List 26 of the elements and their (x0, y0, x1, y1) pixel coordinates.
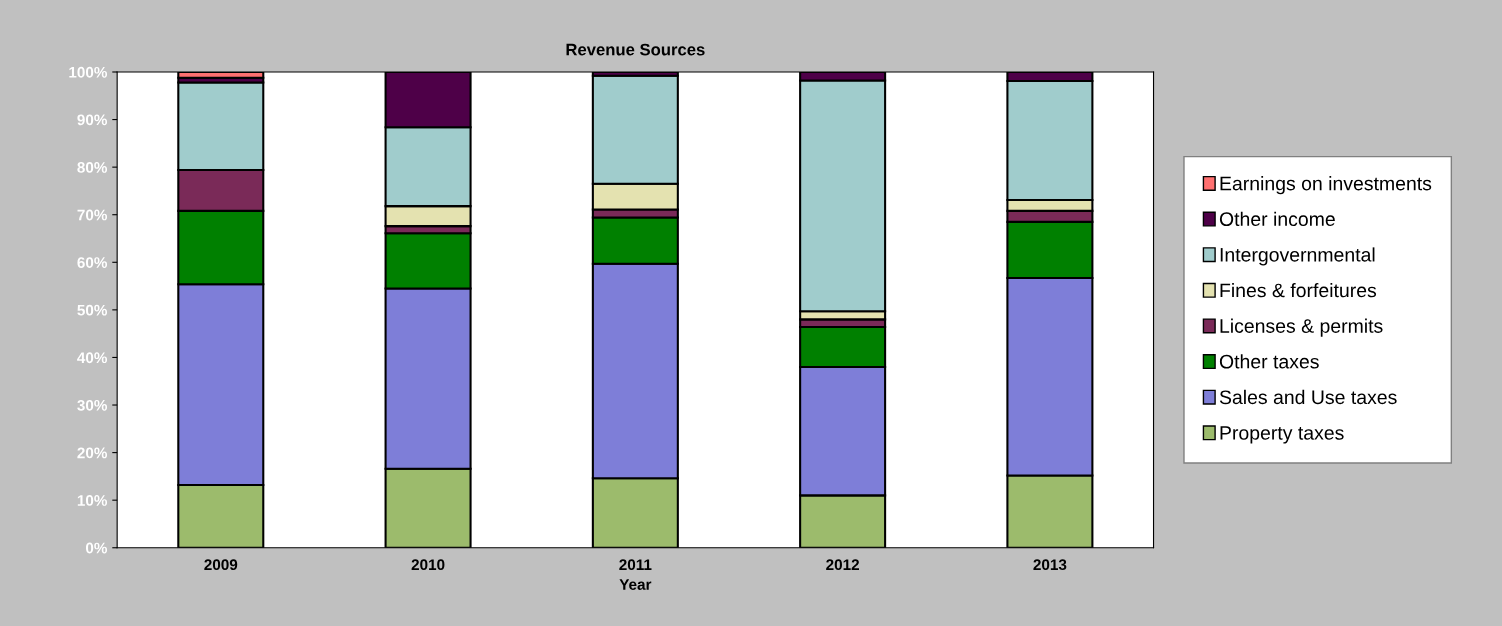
y-tick-label: 50% (77, 304, 108, 316)
legend-label: Earnings on investments (1220, 176, 1432, 195)
x-tick-label: 2013 (1033, 559, 1067, 571)
y-tick-label: 40% (77, 352, 108, 364)
x-tick-label: 2010 (411, 559, 445, 571)
x-tick-label: 2009 (204, 559, 238, 571)
legend-label: Licenses & permits (1220, 318, 1383, 337)
x-tick-label: 2012 (826, 559, 860, 571)
y-tick-label: 60% (77, 257, 108, 268)
y-tick-label: 90% (77, 114, 108, 126)
legend-label: Other taxes (1219, 354, 1319, 369)
y-tick-label: 100% (69, 66, 108, 78)
legend-label: Fines & forfeitures (1220, 282, 1377, 298)
x-axis-title: Year (619, 579, 652, 590)
legend-label: Property taxes (1220, 426, 1344, 444)
y-tick-label: 20% (77, 447, 108, 459)
y-tick-label: 70% (77, 209, 108, 221)
y-tick-label: 10% (77, 495, 108, 506)
y-tick-label: 30% (77, 399, 108, 411)
legend-label: Sales and Use taxes (1219, 389, 1397, 405)
legend-label: Other income (1219, 211, 1335, 227)
legend-label: Intergovernmental (1220, 247, 1375, 266)
y-tick-label: 0% (85, 542, 108, 554)
chart-title: Revenue Sources (566, 43, 705, 56)
x-tick-label: 2011 (619, 559, 652, 571)
y-tick-label: 80% (77, 162, 108, 173)
